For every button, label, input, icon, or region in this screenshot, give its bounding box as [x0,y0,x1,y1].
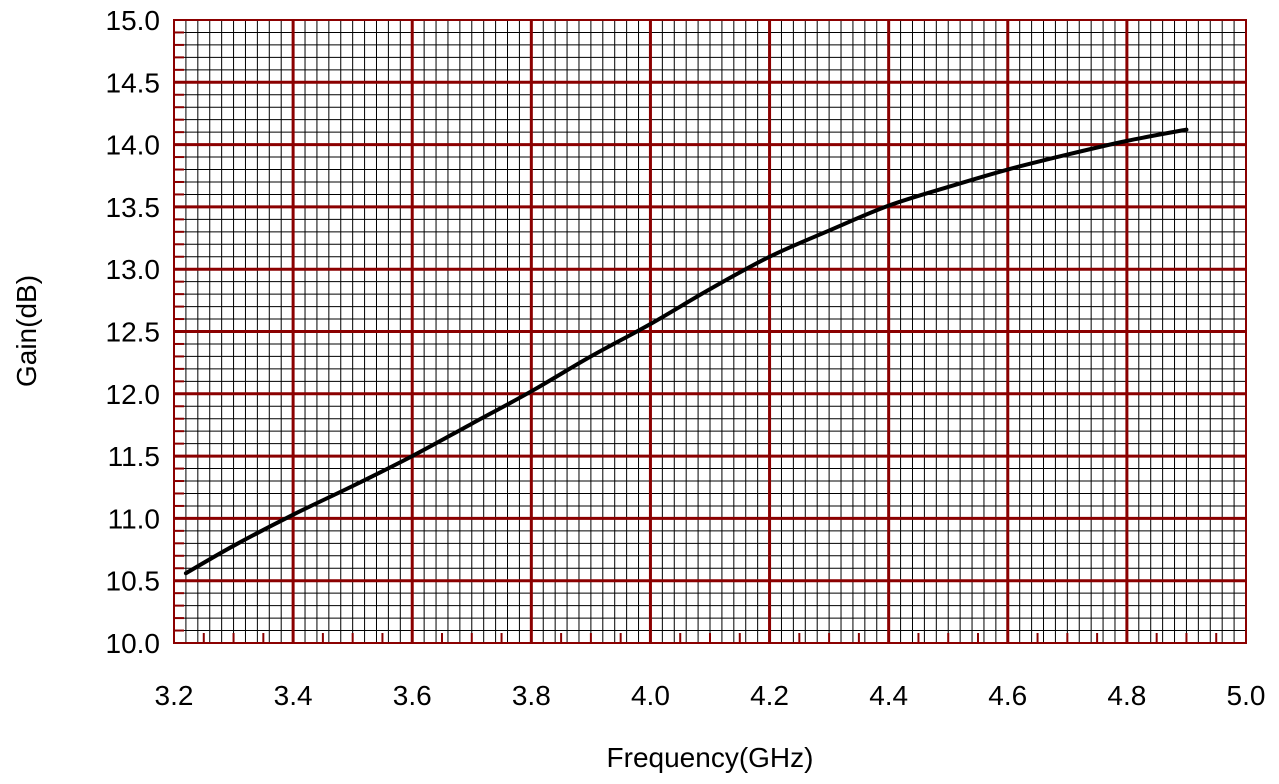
data-point [708,287,712,291]
x-tick-label: 4.2 [750,680,789,711]
y-tick-label: 13.0 [106,254,161,285]
data-point [1006,168,1010,172]
data-point [1125,139,1129,143]
y-tick-labels: 10.0 10.5 11.0 11.5 12.0 12.5 13.0 13.5 14.0 14.5… [106,5,161,659]
y-tick-label: 13.5 [106,192,161,223]
y-tick-label: 15.0 [106,5,161,36]
major-grid [174,20,1246,643]
x-tick-label: 3.8 [512,680,551,711]
x-axis-title: Frequency(GHz) [607,742,814,773]
data-point [529,389,533,393]
x-tick-label: 5.0 [1227,680,1266,711]
data-point [232,544,236,548]
data-point [1184,128,1188,132]
y-tick-label: 10.5 [106,566,161,597]
data-point [351,484,355,488]
x-tick-label: 3.2 [155,680,194,711]
series-line-gain [183,127,1189,576]
x-tick-label: 4.4 [869,680,908,711]
x-tick-label: 4.0 [631,680,670,711]
y-tick-label: 12.5 [106,317,161,348]
data-point [827,229,831,233]
y-tick-label: 14.5 [106,67,161,98]
data-point [946,185,950,189]
data-point [470,422,474,426]
data-point [648,322,652,326]
data-point [887,204,891,208]
y-tick-label: 11.0 [108,503,160,534]
y-tick-label: 11.5 [108,441,160,472]
data-point [768,255,772,259]
x-tick-label: 4.8 [1107,680,1146,711]
data-point [410,454,414,458]
y-tick-label: 12.0 [106,379,161,410]
data-point [1065,153,1069,157]
axis-ticks [174,31,1218,643]
x-tick-labels: 3.2 3.4 3.6 3.8 4.0 4.2 4.4 4.6 4.8 5.0 [155,680,1266,711]
data-point [184,571,188,575]
data-point [291,513,295,517]
y-axis-title: Gain(dB) [11,275,42,387]
x-tick-label: 4.6 [988,680,1027,711]
data-point [589,354,593,358]
x-tick-label: 3.4 [274,680,313,711]
y-tick-label: 14.0 [106,130,161,161]
y-tick-label: 10.0 [106,628,161,659]
x-tick-label: 3.6 [393,680,432,711]
